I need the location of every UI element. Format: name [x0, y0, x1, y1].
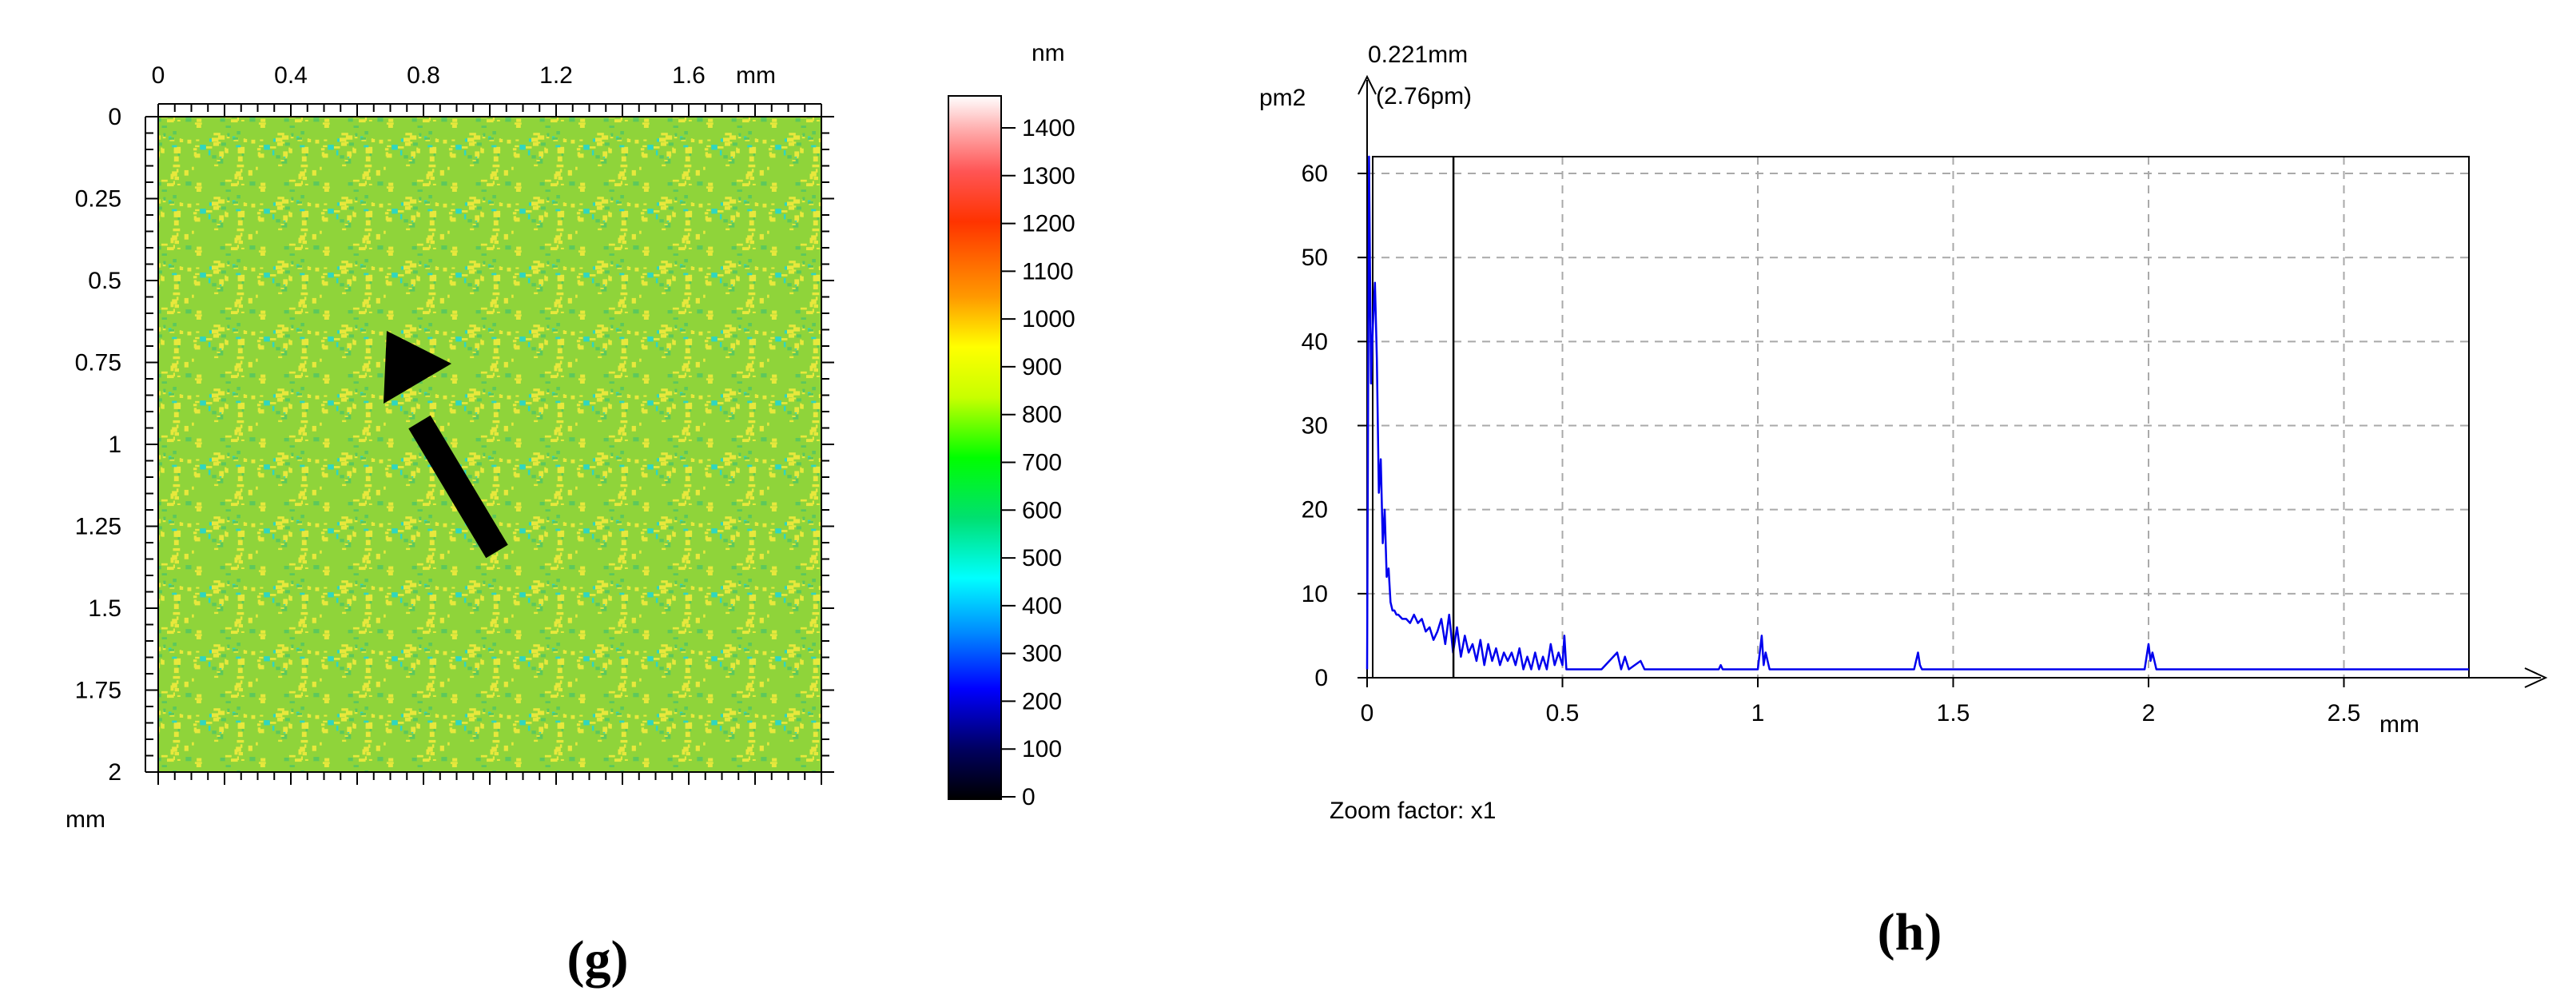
panel-h-spectrum-plot: 0 0.5 1 1.5 2 2.5 0 10 20 30 40 50 60 pm2 0.221mm (…: [1259, 42, 2548, 961]
x-tick-label: 1.5: [1937, 700, 1970, 726]
map-x-tick-label: 1.6: [672, 62, 706, 89]
cursor-label-position: 0.221mm: [1368, 42, 1468, 68]
colorbar-tick-label: 1100: [1022, 258, 1074, 285]
colorbar-tick-label: 900: [1022, 354, 1062, 380]
arrow-head: [384, 331, 451, 404]
map-left-axis: 0 0.25 0.5 0.75 1 1.25 1.5 1.75 2: [75, 104, 158, 786]
arrow-annotation: [384, 331, 508, 559]
x-axis-arrow-icon: [2524, 667, 2548, 688]
colorbar-tick-label: 600: [1022, 497, 1062, 523]
colorbar-tick-label: 1300: [1022, 163, 1075, 189]
map-x-tick-label: 0: [152, 62, 165, 89]
map-y-tick-label: 0: [108, 104, 121, 130]
colorbar-tick-label: 200: [1022, 688, 1062, 714]
panel-g-height-map: 0 0.4 0.8 1.2 1.6 00.250.50.7511.251.51.752 …: [66, 40, 1075, 989]
colorbar-tick-label: 0: [1022, 784, 1036, 810]
zoom-factor-label: Zoom factor: x1: [1330, 798, 1496, 824]
map-right-ticks: [821, 116, 834, 773]
colorbar-tick-label: 400: [1022, 593, 1062, 619]
y-axis-arrow-icon: [1358, 74, 1377, 95]
plot-frame: [1372, 156, 2470, 679]
panel-label-g: (g): [567, 930, 629, 989]
colorbar-tick-label: 1000: [1022, 306, 1075, 332]
psd-series-line: [1366, 155, 2469, 671]
plot-x-ticks: 0 0.5 1 1.5 2 2.5: [1361, 678, 2361, 726]
plot-x-unit-label: mm: [2379, 711, 2419, 738]
y-tick-label: 20: [1302, 497, 1328, 523]
map-y-tick-label: 0.75: [75, 350, 121, 376]
map-y-tick-label: 1.25: [75, 514, 121, 540]
panel-label-h: (h): [1878, 903, 1942, 961]
map-y-tick-label: 0.5: [88, 268, 121, 294]
map-y-unit-label: mm: [66, 806, 105, 833]
map-y-tick-label: 1: [108, 432, 121, 458]
colorbar-tick-label: 800: [1022, 402, 1062, 428]
map-y-tick-label: 1.75: [75, 678, 121, 704]
y-tick-label: 30: [1302, 413, 1328, 440]
map-y-tick-label: 2: [108, 759, 121, 786]
y-tick-label: 40: [1302, 328, 1328, 355]
colorbar-tick-label: 1200: [1022, 211, 1075, 237]
y-tick-label: 10: [1302, 581, 1328, 607]
colorbar: 0 100 200 300 400 500 600 700 800 900 1000 1100 1200…: [948, 40, 1075, 810]
map-x-unit-label: mm: [736, 62, 776, 89]
x-tick-label: 1: [1751, 700, 1765, 726]
map-y-tick-label: 1.5: [88, 595, 121, 622]
map-top-axis: 0 0.4 0.8 1.2 1.6: [152, 62, 822, 117]
x-tick-label: 2: [2142, 700, 2156, 726]
plot-grid: [1367, 157, 2469, 678]
x-tick-label: 2.5: [2328, 700, 2361, 726]
colorbar-tick-label: 700: [1022, 450, 1062, 476]
cursor-label-value: (2.76pm): [1376, 83, 1472, 109]
y-tick-label: 0: [1314, 665, 1328, 691]
map-x-tick-label: 0.4: [274, 62, 308, 89]
y-tick-label: 50: [1302, 245, 1328, 271]
colorbar-tick-label: 500: [1022, 545, 1062, 571]
y-tick-label: 60: [1302, 161, 1328, 187]
arrow-shaft: [408, 415, 508, 559]
colorbar-tick-label: 1400: [1022, 115, 1075, 141]
x-tick-label: 0: [1361, 700, 1374, 726]
colorbar-tick-label: 300: [1022, 641, 1062, 667]
map-y-tick-label: 0.25: [75, 186, 121, 213]
height-map-image: [158, 117, 821, 772]
map-x-tick-label: 0.8: [407, 62, 440, 89]
colorbar-tick-label: 100: [1022, 736, 1062, 762]
colorbar-ticks: 0 100 200 300 400 500 600 700 800 900 1000 1100 1200…: [1001, 115, 1075, 810]
plot-y-unit-label: pm2: [1259, 85, 1306, 111]
map-x-tick-label: 1.2: [539, 62, 573, 89]
x-tick-label: 0.5: [1546, 700, 1580, 726]
colorbar-unit-label: nm: [1032, 40, 1065, 66]
plot-y-ticks: 0 10 20 30 40 50 60: [1302, 161, 1367, 691]
colorbar-scale: [948, 95, 1002, 800]
map-bottom-ticks: [157, 772, 822, 785]
